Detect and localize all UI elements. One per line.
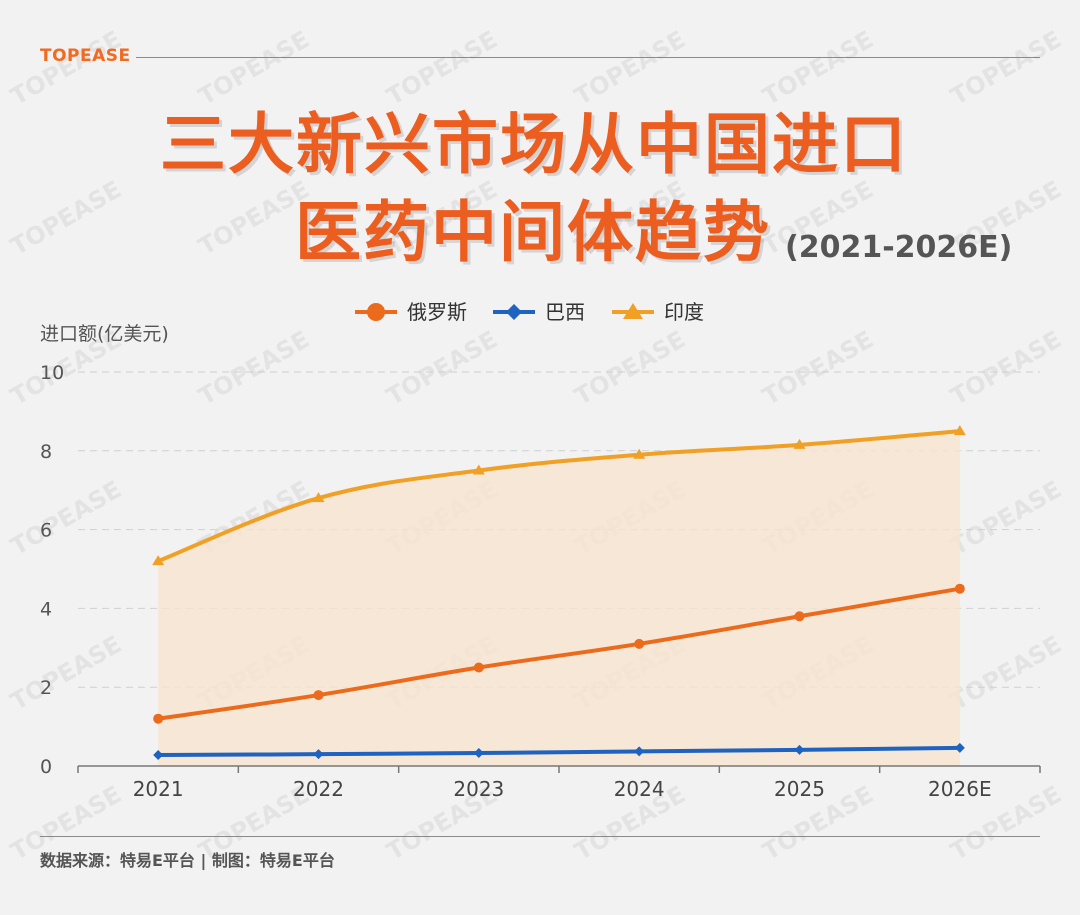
y-tick-label: 2 <box>40 677 52 699</box>
series-line <box>156 745 962 757</box>
x-tick-label: 2025 <box>774 777 825 801</box>
data-point <box>634 638 645 649</box>
watermark-text: TOPEASE <box>6 25 127 111</box>
y-tick-label: 0 <box>40 756 52 778</box>
legend-item: 俄罗斯 <box>355 300 467 324</box>
legend-marker <box>367 303 385 321</box>
footer-divider <box>40 836 1040 837</box>
data-point <box>954 742 965 753</box>
y-tick-label: 6 <box>40 520 52 542</box>
x-tick-label: 2026E <box>928 777 992 801</box>
legend-item: 巴西 <box>493 300 585 324</box>
data-point <box>794 611 805 622</box>
source-note: 数据来源：特易E平台 | 制图：特易E平台 <box>40 851 335 870</box>
x-tick-label: 2021 <box>133 777 184 801</box>
data-point <box>313 749 324 760</box>
data-point <box>473 662 484 673</box>
y-tick-label: 8 <box>40 441 52 463</box>
data-point <box>153 713 164 724</box>
legend-marker <box>623 303 643 319</box>
title-line-2: 医药中间体趋势 <box>295 194 771 271</box>
watermark-text: TOPEASE <box>570 25 691 111</box>
data-point <box>634 746 645 757</box>
data-point <box>472 464 485 475</box>
watermark-text: TOPEASE <box>946 25 1067 111</box>
watermark-text: TOPEASE <box>758 25 879 111</box>
data-point <box>313 690 324 701</box>
series-line <box>156 586 962 721</box>
data-point <box>633 448 646 459</box>
x-tick-label: 2023 <box>453 777 504 801</box>
brand-label: TOPEASE <box>40 46 131 66</box>
legend-item: 印度 <box>612 300 704 324</box>
watermark-text: TOPEASE <box>382 25 503 111</box>
title-year-range: (2021-2026E) <box>785 230 1013 265</box>
data-point <box>794 744 805 755</box>
watermark-text: TOPEASE <box>6 175 127 261</box>
legend-marker <box>506 304 522 320</box>
area-fill <box>158 431 960 766</box>
data-point <box>953 425 966 436</box>
header-divider <box>136 57 1040 58</box>
data-point <box>793 438 806 449</box>
legend-label: 俄罗斯 <box>407 300 467 324</box>
data-point <box>152 555 165 566</box>
title-line-1: 三大新兴市场从中国进口 <box>160 106 908 183</box>
x-tick-label: 2022 <box>293 777 344 801</box>
data-point <box>312 492 325 503</box>
watermark-text: TOPEASE <box>194 25 315 111</box>
data-point <box>153 749 164 760</box>
data-point <box>473 747 484 758</box>
y-axis-label: 进口额(亿美元) <box>40 323 169 345</box>
legend-label: 印度 <box>664 300 704 324</box>
y-tick-label: 4 <box>40 598 52 620</box>
line-chart: 进口额(亿美元) 0 2 4 6 8 10 2021 2022 2023 2024 2025 2026E… <box>40 300 1041 801</box>
series-line <box>156 429 962 564</box>
y-tick-label: 10 <box>40 362 64 384</box>
x-tick-label: 2024 <box>614 777 665 801</box>
legend-label: 巴西 <box>545 300 585 324</box>
data-point <box>954 583 965 594</box>
